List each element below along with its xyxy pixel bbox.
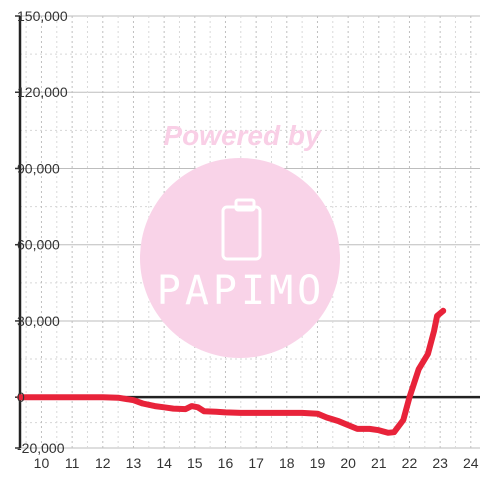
y-tick-label: 0: [17, 389, 25, 405]
y-tick-label: 150,000: [17, 8, 68, 24]
x-tick-label: 10: [34, 455, 50, 471]
x-tick-label: 17: [248, 455, 264, 471]
x-tick-label: 24: [463, 455, 479, 471]
x-tick-label: 18: [279, 455, 295, 471]
phone-icon: [221, 198, 262, 261]
series-line: [17, 307, 447, 436]
x-tick-label: 14: [156, 455, 172, 471]
y-tick-label: -20,000: [17, 440, 65, 456]
y-tick-label: 60,000: [17, 237, 60, 253]
x-tick-label: 16: [218, 455, 234, 471]
x-tick-label: 11: [65, 455, 80, 471]
y-tick-label: 90,000: [17, 160, 60, 176]
y-tick-label: 120,000: [17, 84, 68, 100]
y-tick-label: 30,000: [17, 313, 60, 329]
x-tick-label: 15: [187, 455, 203, 471]
watermark-logo: PAPIMO: [157, 268, 326, 314]
x-tick-label: 19: [310, 455, 326, 471]
x-tick-label: 22: [402, 455, 418, 471]
x-tick-label: 13: [126, 455, 142, 471]
watermark-text: Powered by: [163, 120, 322, 151]
x-tick-label: 21: [371, 455, 387, 471]
x-tick-label: 12: [95, 455, 111, 471]
x-tick-label: 20: [340, 455, 356, 471]
x-tick-label: 23: [432, 455, 448, 471]
watermark: Powered by PAPIMO: [140, 120, 340, 358]
tick-labels: -20,000 0 30,000 60,000 90,000 120,000 150,000…: [17, 8, 479, 471]
series-layer: [17, 307, 447, 436]
